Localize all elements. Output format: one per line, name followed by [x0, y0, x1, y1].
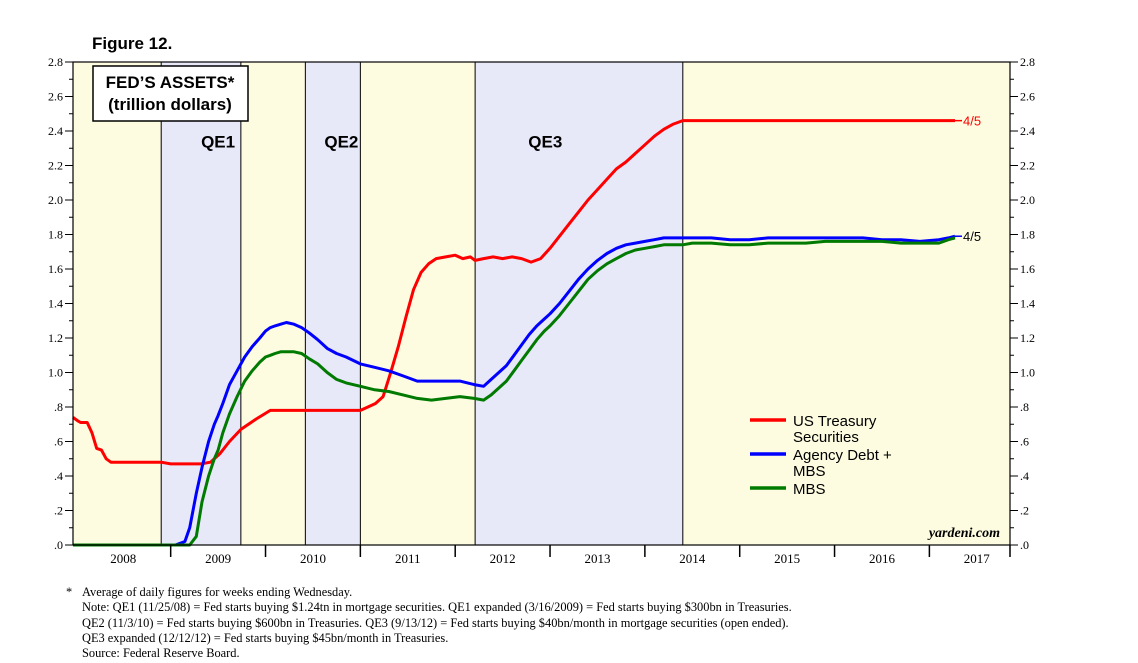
y-tick-label-left: 2.4: [48, 124, 63, 138]
period-label: QE3: [528, 133, 562, 152]
y-tick-label-right: 1.4: [1020, 297, 1035, 311]
period-band: [73, 62, 162, 545]
y-tick-label-left: .0: [54, 538, 63, 552]
series-lines: [72, 119, 962, 547]
series-line: [73, 236, 956, 547]
y-tick-label-left: 2.0: [48, 193, 63, 207]
y-tick-label-right: 2.2: [1020, 159, 1035, 173]
y-tick-label-left: 1.2: [48, 331, 63, 345]
y-tick-label-left: 1.8: [48, 228, 63, 242]
y-tick-label-left: 1.4: [48, 297, 63, 311]
x-tick-label: 2013: [584, 551, 610, 566]
x-tick-label: 2015: [774, 551, 800, 566]
end-label: 4/5: [963, 229, 981, 244]
y-tick-label-left: .4: [54, 469, 63, 483]
period-label: QE1: [201, 133, 235, 152]
period-band: [682, 62, 1010, 545]
x-tick-label: 2011: [395, 551, 421, 566]
chart-subtitle: (trillion dollars): [108, 95, 232, 114]
period-bands: [73, 62, 1010, 545]
y-tick-label-left: .6: [54, 435, 63, 449]
watermark: yardeni.com: [927, 526, 1000, 541]
chart-title: FED’S ASSETS*: [106, 73, 235, 92]
period-band: [240, 62, 306, 545]
note-line-2: QE2 (11/3/10) = Fed starts buying $600bn…: [82, 615, 789, 630]
y-tick-label-left: 1.0: [48, 366, 63, 380]
y-tick-label-right: 2.0: [1020, 193, 1035, 207]
y-tick-label-right: .0: [1020, 538, 1029, 552]
y-tick-label-right: 2.8: [1020, 55, 1035, 69]
y-tick-label-right: .6: [1020, 435, 1029, 449]
legend-label: US Treasury: [793, 413, 877, 430]
y-tick-label-right: 1.6: [1020, 262, 1035, 276]
source-line: Source: Federal Reserve Board.: [82, 646, 240, 661]
x-tick-label: 2012: [490, 551, 516, 566]
y-tick-label-right: .4: [1020, 469, 1029, 483]
y-tick-label-right: 1.0: [1020, 366, 1035, 380]
y-tick-label-left: .8: [54, 400, 63, 414]
period-band: [475, 62, 683, 545]
footnote-text: Average of daily figures for weeks endin…: [82, 585, 353, 599]
y-tick-label-left: 2.2: [48, 159, 63, 173]
x-tick-label: 2009: [205, 551, 231, 566]
y-tick-label-right: 2.6: [1020, 90, 1035, 104]
end-label: 4/5: [963, 114, 981, 129]
chart-text: .0 .0 .2 .2 .4 .4 .6 .6 .8 .8 1.0 1.0 1.2 1.2 1.4 1.4 1.…: [48, 55, 1035, 566]
series-line: [73, 234, 956, 547]
legend-label: Securities: [793, 429, 859, 446]
footnote-marker: *: [66, 585, 73, 599]
y-tick-label-right: 1.8: [1020, 228, 1035, 242]
note-line-3: QE3 expanded (12/12/12) = Fed starts buy…: [82, 630, 449, 645]
figure-label: Figure 12.: [92, 34, 173, 53]
x-tick-label: 2017: [964, 551, 991, 566]
y-tick-label-left: 1.6: [48, 262, 63, 276]
x-tick-label: 2010: [300, 551, 326, 566]
y-tick-label-right: .8: [1020, 400, 1029, 414]
y-tick-label-left: 2.6: [48, 90, 63, 104]
axis-ticks: [65, 61, 1018, 557]
period-band: [305, 62, 361, 545]
y-tick-label-left: 2.8: [48, 55, 63, 69]
legend-label: MBS: [793, 463, 826, 480]
period-dividers: [160, 62, 684, 545]
title-box: [92, 65, 249, 122]
period-label: QE2: [324, 133, 358, 152]
y-tick-label-right: .2: [1020, 504, 1029, 518]
y-tick-label-right: 1.2: [1020, 331, 1035, 345]
y-tick-label-right: 2.4: [1020, 124, 1035, 138]
legend-label: MBS: [793, 481, 826, 498]
series-line: [72, 119, 955, 466]
x-tick-label: 2008: [110, 551, 136, 566]
period-band: [360, 62, 476, 545]
chart-notes: * Average of daily figures for weeks endi…: [66, 585, 1116, 661]
y-tick-label-left: .2: [54, 504, 63, 518]
fed-assets-chart: .0 .0 .2 .2 .4 .4 .6 .6 .8 .8 1.0 1.0 1.2 1.2 1.4 1.4 1.…: [48, 55, 1035, 566]
x-tick-label: 2016: [869, 551, 896, 566]
legend-label: Agency Debt +: [793, 447, 892, 464]
x-tick-label: 2014: [679, 551, 706, 566]
note-line-1: Note: QE1 (11/25/08) = Fed starts buying…: [82, 600, 792, 615]
